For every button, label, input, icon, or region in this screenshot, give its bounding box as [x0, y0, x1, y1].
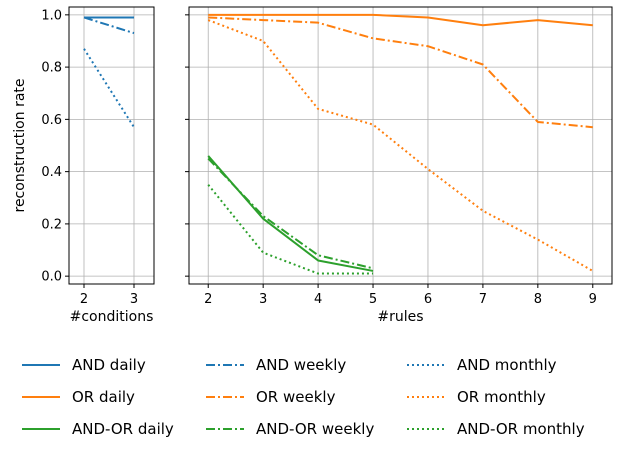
y-tick-label-0: 0.0 — [41, 270, 62, 285]
series-or-monthly — [207, 19, 594, 272]
legend-item-and-weekly: AND weekly — [206, 356, 346, 374]
series-lines — [83, 16, 135, 128]
series-and-or-weekly — [207, 157, 374, 270]
y-tick-label-0-8: 0.8 — [41, 61, 62, 76]
legend-item-and-or-monthly: AND-OR monthly — [407, 420, 585, 438]
legend-label: AND daily — [72, 356, 146, 374]
legend-item-or-monthly: OR monthly — [407, 388, 546, 406]
series-or-weekly — [208, 16, 593, 129]
x-tick-label-2: 2 — [80, 292, 88, 307]
x-tick-label-4: 4 — [314, 292, 322, 307]
x-tick-label-3: 3 — [130, 292, 138, 307]
panel-conditions: 2 30.00.20.40.60.81.0#conditionsreconstru… — [12, 6, 155, 325]
y-axis-label: reconstruction rate — [12, 78, 28, 212]
legend-item-or-weekly: OR weekly — [206, 388, 336, 406]
x-tick-label-8: 8 — [534, 292, 542, 307]
y-tick-label-1: 1.0 — [41, 8, 62, 23]
legend-item-and-monthly: AND monthly — [407, 356, 557, 374]
axes-frame — [188, 6, 613, 285]
legend-label: AND weekly — [256, 356, 346, 374]
legend-label: AND monthly — [457, 356, 557, 374]
y-tick-label-0-2: 0.2 — [41, 217, 62, 232]
panel-rules: 2 3 4 5 6 7 8 9 #rules — [185, 6, 613, 325]
legend-label: OR monthly — [457, 388, 546, 406]
x-axis-label: #rules — [377, 309, 423, 325]
series-and-weekly — [83, 16, 135, 35]
series-or-daily — [208, 13, 593, 27]
x-tick-label-6: 6 — [424, 292, 432, 307]
y-tick-label-0-4: 0.4 — [41, 165, 62, 180]
legend-item-and-daily: AND daily — [22, 356, 146, 374]
legend-label: OR weekly — [256, 388, 336, 406]
x-tick-label-7: 7 — [479, 292, 487, 307]
legend: AND daily AND weekly AND monthly OR daily OR… — [22, 356, 585, 438]
x-tick-label-5: 5 — [369, 292, 377, 307]
y-ticks: 0.0 0.2 0.4 0.6 0.8 1.0 — [41, 8, 69, 285]
gridlines — [189, 7, 612, 284]
gridlines — [69, 7, 154, 284]
series-lines — [207, 13, 594, 275]
legend-label: AND-OR monthly — [457, 420, 585, 438]
x-tick-label-2: 2 — [204, 292, 212, 307]
y-ticks — [185, 14, 189, 277]
legend-label: AND-OR daily — [72, 420, 174, 438]
legend-label: AND-OR weekly — [256, 420, 374, 438]
legend-item-and-or-weekly: AND-OR weekly — [206, 420, 374, 438]
x-tick-label-3: 3 — [259, 292, 267, 307]
x-ticks: 2 3 4 5 6 7 8 9 — [204, 284, 597, 307]
legend-label: OR daily — [72, 388, 135, 406]
legend-item-and-or-daily: AND-OR daily — [22, 420, 174, 438]
y-tick-label-0-6: 0.6 — [41, 113, 62, 128]
series-and-or-daily — [207, 155, 374, 272]
axes-frame — [68, 6, 155, 285]
x-tick-label-9: 9 — [589, 292, 597, 307]
legend-item-or-daily: OR daily — [22, 388, 135, 406]
series-and-monthly — [83, 48, 135, 128]
series-and-or-monthly — [207, 184, 374, 275]
x-axis-label: #conditions — [70, 309, 154, 325]
